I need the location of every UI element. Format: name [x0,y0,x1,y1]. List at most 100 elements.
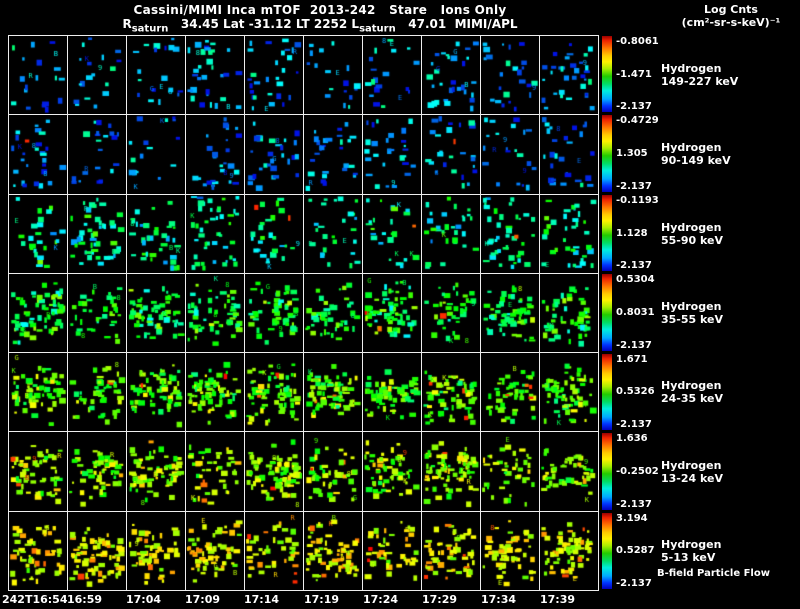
colorbar-mid-label: -0.2502 [616,465,659,477]
speckle-canvas [363,36,421,114]
speckle-canvas [9,353,67,432]
speckle-canvas [127,194,185,273]
speckle-canvas [304,273,362,352]
colorbar [602,115,612,192]
speckle-canvas [481,273,539,352]
speckle-canvas [127,432,185,511]
speckle-canvas [186,511,244,590]
row-label-block: Hydrogen 5-13 keV [661,538,721,564]
row-energy-label: 90-149 keV [661,154,731,168]
data-panel [422,194,481,274]
speckle-canvas [304,353,362,432]
colorbar [602,194,612,272]
time-tick-label: 17:14 [244,593,280,606]
data-panel [9,353,68,433]
data-panel [363,194,422,274]
row-energy-label: 35-55 keV [661,313,724,326]
speckle-canvas [68,115,126,194]
speckle-canvas [363,115,421,194]
colorbar-min-label: -2.137 [616,339,652,351]
data-panel [245,432,304,512]
colorbar [602,512,612,589]
speckle-canvas [186,353,244,432]
data-panel [9,432,68,512]
data-panel [127,273,186,354]
time-tick-label: 242T16:54 [2,593,68,606]
time-tick-label: 17:24 [363,593,399,606]
log-cnts-label: Log Cnts [704,3,758,16]
speckle-canvas [68,194,126,273]
speckle-canvas [540,353,598,432]
data-panel [127,115,186,195]
data-panel [540,194,599,274]
data-panel [68,432,127,512]
speckle-canvas [245,194,303,273]
data-panel [186,115,245,195]
speckle-canvas [68,36,126,114]
speckle-canvas [245,115,303,194]
speckle-canvas [9,36,67,114]
colorbar-max-label: 1.636 [616,433,648,445]
data-panel [422,353,481,433]
l-subscript: saturn [359,23,396,35]
colorbar-min-label: -2.137 [616,498,652,510]
speckle-canvas [422,353,480,432]
data-panel [245,115,304,195]
data-panel [9,273,68,354]
data-panel [540,115,599,195]
plot-title: Cassini/MIMI Inca mTOF 2013-242 Stare Io… [133,3,507,17]
speckle-canvas [363,511,421,590]
data-panel [68,194,127,274]
speckle-canvas [481,353,539,432]
speckle-canvas [9,511,67,590]
data-panel [127,432,186,512]
speckle-canvas [540,194,598,273]
row-species-label: Hydrogen [661,220,722,234]
speckle-canvas [363,353,421,432]
speckle-canvas [68,273,126,352]
row-energy-label: 5-13 keV [661,551,716,565]
speckle-canvas [9,432,67,511]
row-species-label: Hydrogen [661,458,722,472]
data-panel [186,353,245,433]
data-panel [9,511,68,591]
speckle-canvas [304,115,362,194]
data-panel [304,432,363,512]
row-energy-label: 24-35 keV [661,392,724,406]
speckle-canvas [481,194,539,273]
row-energy-label: 55-90 keV [661,233,724,247]
colorbar-mid-label: -1.471 [616,68,652,80]
panel-grid [8,35,599,591]
ephemeris-line: Rsaturn 34.45 Lat -31.12 LT 2252 Lsaturn… [0,17,640,34]
speckle-canvas [9,273,67,352]
data-panel [540,273,599,354]
speckle-canvas [540,273,598,352]
data-panel [363,511,422,591]
speckle-canvas [245,511,303,590]
colorbar-max-label: 0.5304 [616,274,655,286]
colorbar-max-label: -0.4729 [616,115,659,127]
colorbar-min-label: -2.137 [616,180,652,192]
data-panel [127,511,186,591]
log-cnts-units: (cm²-sr-s-keV)⁻¹ [681,16,781,29]
speckle-canvas [186,115,244,194]
ephemeris-values: 34.45 Lat -31.12 LT 2252 L [168,17,360,31]
row-label-block: Hydrogen 13-24 keV [661,459,723,485]
row-label-block: Hydrogen 35-55 keV [661,300,723,326]
colorbar [602,274,612,351]
time-tick-label: 17:19 [304,593,340,606]
speckle-canvas [422,194,480,273]
speckle-canvas [422,36,480,114]
data-panel [540,36,599,116]
data-panel [68,511,127,591]
speckle-canvas [540,432,598,511]
speckle-canvas [9,115,67,194]
speckle-canvas [363,273,421,352]
data-panel [481,511,540,591]
data-panel [304,511,363,591]
time-tick-label: 17:09 [185,593,221,606]
data-panel [481,115,540,195]
data-panel [363,115,422,195]
data-panel [422,432,481,512]
data-panel [127,36,186,116]
